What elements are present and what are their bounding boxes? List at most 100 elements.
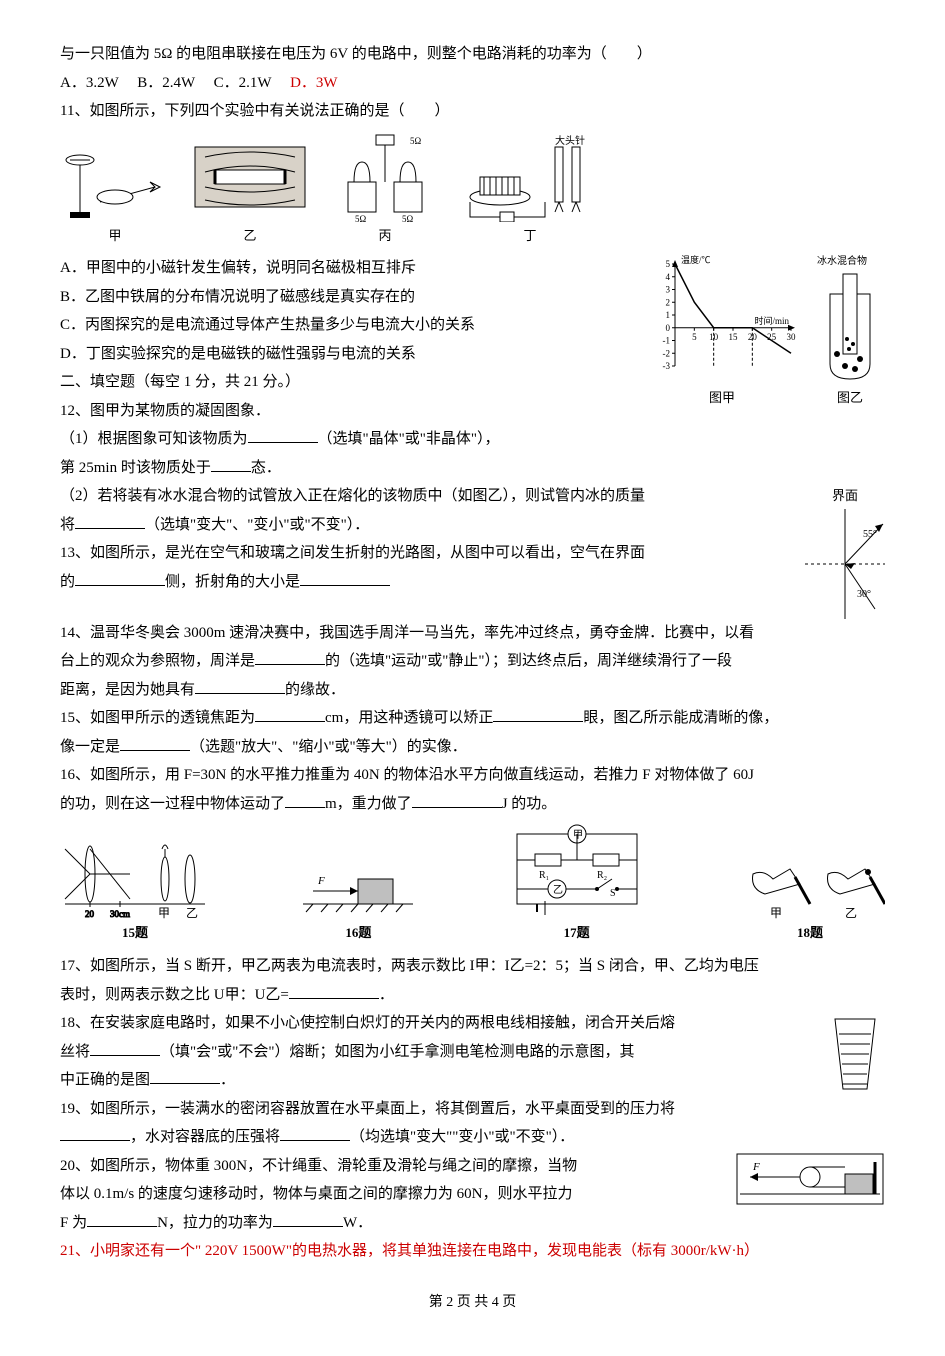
svg-text:30°: 30° xyxy=(857,589,871,600)
q13-figure: 界面 55° 30° xyxy=(805,482,885,619)
circuit-icon: 甲 R₁ R₂ 乙 S xyxy=(507,824,647,919)
q12-figures: -3-2-101234551015202530温度/℃时间/min 图甲 冰水混… xyxy=(647,254,885,411)
joule-heat-icon: 5Ω 5Ω 5Ω xyxy=(330,132,440,222)
blank[interactable] xyxy=(211,454,251,472)
q15b-pre: 像一定是 xyxy=(60,739,120,755)
q18b-pre: 丝将 xyxy=(60,1044,90,1060)
blank[interactable] xyxy=(273,1209,343,1227)
q14-line3: 距离，是因为她具有的缘故． xyxy=(60,676,885,705)
q19-line2: ，水对容器底的压强将（均选填"变大""变小"或"不变"）． xyxy=(60,1123,885,1152)
q10-opt-b: B．2.4W xyxy=(137,75,195,91)
svg-text:-2: -2 xyxy=(663,348,671,358)
svg-text:30cm: 30cm xyxy=(110,909,130,919)
q11-figures: 甲 乙 5Ω 5Ω 5Ω 丙 xyxy=(60,132,885,249)
blank[interactable] xyxy=(87,1209,157,1227)
q19-figure xyxy=(825,1009,885,1099)
q18-line3: 中正确的是图． xyxy=(60,1066,885,1095)
label-jia: 甲 xyxy=(108,224,121,249)
q18-line1: 18、在安装家庭电路时，如果不小心使控制白炽灯的开关内的两根电线相接触，闭合开关… xyxy=(60,1009,885,1038)
blank[interactable] xyxy=(120,733,190,751)
q14-line1: 14、温哥华冬奥会 3000m 速滑决赛中，我国选手周洋一马当先，率先冲过终点，… xyxy=(60,619,885,648)
svg-text:甲: 甲 xyxy=(770,906,782,919)
svg-text:5Ω: 5Ω xyxy=(355,214,367,222)
blank[interactable] xyxy=(280,1124,350,1142)
q15-line2: 像一定是（选题"放大"、"缩小"或"等大"）的实像． xyxy=(60,733,885,762)
q16-line2: 的功，则在这一过程中物体运动了m，重力做了J 的功。 xyxy=(60,790,885,819)
label-tujia: 图甲 xyxy=(709,386,735,411)
q15-line1: 15、如图甲所示的透镜焦距为cm，用这种透镜可以矫正眼，图乙所示能成清晰的像， xyxy=(60,704,885,733)
svg-text:30: 30 xyxy=(787,332,797,342)
blank[interactable] xyxy=(75,511,145,529)
fig17: 甲 R₁ R₂ 乙 S 17题 xyxy=(507,824,647,946)
svg-text:冰水混合物: 冰水混合物 xyxy=(817,254,867,267)
q17-line1: 17、如图所示，当 S 断开，甲乙两表为电流表时，两表示数比 I甲：I乙=2：5… xyxy=(60,952,885,981)
svg-text:R₂: R₂ xyxy=(597,870,607,881)
q19-line1: 19、如图所示，一装满水的密闭容器放置在水平桌面上，将其倒置后，水平桌面受到的压… xyxy=(60,1095,885,1124)
q12-line2: 第 25min 时该物质处于态． xyxy=(60,454,885,483)
q20c-mid: N，拉力的功率为 xyxy=(157,1215,273,1231)
blank[interactable] xyxy=(75,568,165,586)
refraction-icon: 55° 30° xyxy=(805,509,885,619)
fig16: F 16题 xyxy=(298,849,418,946)
blank[interactable] xyxy=(285,790,325,808)
q16-line1: 16、如图所示，用 F=30N 的水平推力推重为 40N 的物体沿水平方向做直线… xyxy=(60,761,885,790)
q20c-post: W． xyxy=(343,1215,372,1231)
q13-line1: 13、如图所示，是光在空气和玻璃之间发生折射的光路图，从图中可以看出，空气在界面 xyxy=(60,539,885,568)
svg-text:-1: -1 xyxy=(663,336,671,346)
blank[interactable] xyxy=(493,705,583,723)
svg-text:20: 20 xyxy=(85,909,95,919)
blank[interactable] xyxy=(289,981,379,999)
label-fig15: 15题 xyxy=(122,921,148,946)
blank[interactable] xyxy=(300,568,390,586)
q16b-pre: 的功，则在这一过程中物体运动了 xyxy=(60,796,285,812)
q14c-post: 的缘故． xyxy=(285,682,345,698)
label-ding: 丁 xyxy=(523,224,536,249)
q13-line2: 的侧，折射角的大小是 xyxy=(60,568,885,597)
label-fig18: 18题 xyxy=(797,921,823,946)
cooling-curve-chart: -3-2-101234551015202530温度/℃时间/min xyxy=(647,254,797,384)
q12b-post: （选填"晶体"或"非晶体"）， xyxy=(318,431,500,447)
q12-line1: （1）根据图象可知该物质为 （选填"晶体"或"非晶体"）， xyxy=(60,425,885,454)
q11-fig-ding: 大头针 丁 xyxy=(460,132,600,249)
q18b-mid: （填"会"或"不会"）熔断；如图为小红手拿测电笔检测电路的示意图，其 xyxy=(160,1044,635,1060)
iron-filings-icon xyxy=(190,142,310,222)
svg-text:5Ω: 5Ω xyxy=(402,214,414,222)
svg-text:5Ω: 5Ω xyxy=(410,136,422,146)
svg-text:R₁: R₁ xyxy=(539,870,549,881)
label-fig17: 17题 xyxy=(564,921,590,946)
q14-line2: 台上的观众为参照物，周洋是的（选填"运动"或"静止"）；到达终点后，周洋继续滑行… xyxy=(60,647,885,676)
q18c-pre: 中正确的是图 xyxy=(60,1072,150,1088)
q15a-mid: cm，用这种透镜可以矫正 xyxy=(325,710,493,726)
q17-line2: 表时，则两表示数之比 U甲：U乙=． xyxy=(60,981,885,1010)
q12e-post: （选填"变大"、"变小"或"不变"）． xyxy=(145,517,369,533)
compass-wire-icon xyxy=(60,142,170,222)
blank[interactable] xyxy=(150,1067,220,1085)
svg-text:5: 5 xyxy=(666,259,671,269)
q20-line3: F 为N，拉力的功率为W． xyxy=(60,1209,885,1238)
blank[interactable] xyxy=(412,790,502,808)
fig15: 20 30cm 甲 乙 15题 xyxy=(60,829,210,946)
svg-text:1: 1 xyxy=(666,310,671,320)
q17b-pre: 表时，则两表示数之比 U甲：U乙= xyxy=(60,987,289,1003)
label-bing: 丙 xyxy=(378,224,391,249)
blank[interactable] xyxy=(248,426,318,444)
q20-figure: F xyxy=(735,1152,885,1207)
svg-text:F: F xyxy=(752,1161,760,1173)
blank[interactable] xyxy=(255,705,325,723)
blank[interactable] xyxy=(60,1124,130,1142)
blank[interactable] xyxy=(195,676,285,694)
q12b-pre: （1）根据图象可知该物质为 xyxy=(60,431,248,447)
q13b-pre: 的 xyxy=(60,574,75,590)
q19b-mid: ，水对容器底的压强将 xyxy=(130,1129,280,1145)
lens-setup-icon: 20 30cm 甲 乙 xyxy=(60,829,210,919)
q21-line1: 21、小明家还有一个" 220V 1500W"的电热水器，将其单独连接在电路中，… xyxy=(60,1237,885,1266)
blank[interactable] xyxy=(255,648,325,666)
q16b-mid: m，重力做了 xyxy=(325,796,412,812)
q10-opt-a: A．3.2W xyxy=(60,75,118,91)
svg-text:S: S xyxy=(610,888,616,899)
q15a-post: 眼，图乙所示能成清晰的像， xyxy=(583,710,778,726)
blank[interactable] xyxy=(90,1038,160,1056)
q14b-pre: 台上的观众为参照物，周洋是 xyxy=(60,653,255,669)
q12c-pre: 第 25min 时该物质处于 xyxy=(60,460,211,476)
q10-tail: 与一只阻值为 5Ω 的电阻串联接在电压为 6V 的电路中，则整个电路消耗的功率为… xyxy=(60,40,885,69)
